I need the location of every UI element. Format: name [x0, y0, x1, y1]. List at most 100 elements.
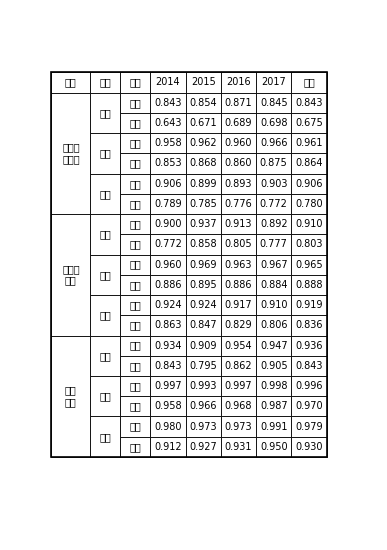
Bar: [256, 133, 291, 153]
Text: 0.785: 0.785: [189, 199, 217, 209]
Bar: [186, 92, 221, 113]
Bar: [91, 416, 120, 457]
Bar: [51, 336, 91, 457]
Text: 中部: 中部: [99, 391, 111, 401]
Bar: [291, 234, 327, 255]
Bar: [291, 416, 327, 437]
Bar: [256, 113, 291, 133]
Bar: [91, 174, 120, 214]
Text: 绍技术
效率: 绍技术 效率: [62, 264, 80, 285]
Text: 0.963: 0.963: [225, 260, 252, 270]
Bar: [256, 153, 291, 174]
Bar: [186, 275, 221, 295]
Text: 城市: 城市: [130, 98, 141, 108]
Text: 0.968: 0.968: [225, 402, 252, 411]
Text: 0.998: 0.998: [260, 381, 288, 391]
Bar: [256, 234, 291, 255]
Text: 农村: 农村: [130, 199, 141, 209]
Bar: [120, 356, 150, 376]
Bar: [291, 376, 327, 396]
Bar: [221, 174, 256, 194]
Text: 0.829: 0.829: [224, 321, 252, 331]
Bar: [291, 153, 327, 174]
Text: 0.954: 0.954: [224, 340, 252, 351]
Text: 0.806: 0.806: [260, 321, 288, 331]
Text: 0.888: 0.888: [295, 280, 323, 290]
Text: 0.900: 0.900: [154, 219, 182, 229]
Text: 0.772: 0.772: [154, 239, 182, 249]
Text: 城市: 城市: [130, 381, 141, 391]
Text: 0.910: 0.910: [295, 219, 323, 229]
Bar: [120, 234, 150, 255]
Text: 0.863: 0.863: [154, 321, 182, 331]
Bar: [150, 336, 186, 356]
Bar: [91, 214, 120, 255]
Bar: [291, 133, 327, 153]
Text: 0.924: 0.924: [154, 300, 182, 310]
Text: 0.675: 0.675: [295, 118, 323, 128]
Bar: [120, 133, 150, 153]
Bar: [150, 356, 186, 376]
Bar: [186, 356, 221, 376]
Bar: [120, 214, 150, 234]
Text: 0.919: 0.919: [295, 300, 323, 310]
Text: 0.853: 0.853: [154, 158, 182, 168]
Text: 0.772: 0.772: [260, 199, 288, 209]
Bar: [256, 255, 291, 275]
Text: 0.871: 0.871: [224, 98, 252, 108]
Text: 0.960: 0.960: [154, 260, 182, 270]
Bar: [221, 73, 256, 92]
Text: 0.958: 0.958: [154, 138, 182, 148]
Bar: [291, 356, 327, 376]
Bar: [186, 194, 221, 214]
Bar: [186, 153, 221, 174]
Text: 城市: 城市: [130, 422, 141, 432]
Bar: [256, 376, 291, 396]
Bar: [291, 92, 327, 113]
Bar: [256, 356, 291, 376]
Text: 0.936: 0.936: [295, 340, 323, 351]
Text: 0.864: 0.864: [295, 158, 323, 168]
Bar: [120, 174, 150, 194]
Bar: [120, 255, 150, 275]
Text: 2017: 2017: [261, 78, 286, 87]
Text: 0.979: 0.979: [295, 422, 323, 432]
Bar: [291, 396, 327, 416]
Text: 0.997: 0.997: [224, 381, 252, 391]
Text: 0.789: 0.789: [154, 199, 182, 209]
Text: 农村: 农村: [130, 361, 141, 371]
Bar: [120, 153, 150, 174]
Bar: [186, 336, 221, 356]
Bar: [186, 437, 221, 457]
Bar: [120, 194, 150, 214]
Bar: [91, 133, 120, 174]
Bar: [221, 234, 256, 255]
Text: 0.847: 0.847: [189, 321, 217, 331]
Text: 0.965: 0.965: [295, 260, 323, 270]
Text: 城乡: 城乡: [130, 78, 141, 87]
Bar: [221, 275, 256, 295]
Text: 0.895: 0.895: [189, 280, 217, 290]
Bar: [150, 437, 186, 457]
Text: 0.962: 0.962: [189, 138, 217, 148]
Text: 西部: 西部: [99, 432, 111, 442]
Bar: [51, 214, 91, 336]
Text: 0.947: 0.947: [260, 340, 288, 351]
Bar: [221, 255, 256, 275]
Bar: [91, 73, 120, 92]
Text: 0.960: 0.960: [225, 138, 252, 148]
Text: 0.906: 0.906: [154, 179, 182, 189]
Text: 0.973: 0.973: [224, 422, 252, 432]
Text: 0.858: 0.858: [189, 239, 217, 249]
Bar: [291, 275, 327, 295]
Text: 0.643: 0.643: [154, 118, 182, 128]
Text: 0.862: 0.862: [224, 361, 252, 371]
Text: 中部: 中部: [99, 148, 111, 158]
Bar: [150, 255, 186, 275]
Text: 2015: 2015: [191, 78, 216, 87]
Text: 0.843: 0.843: [295, 98, 323, 108]
Text: 0.909: 0.909: [190, 340, 217, 351]
Text: 0.843: 0.843: [154, 98, 182, 108]
Bar: [120, 396, 150, 416]
Bar: [150, 376, 186, 396]
